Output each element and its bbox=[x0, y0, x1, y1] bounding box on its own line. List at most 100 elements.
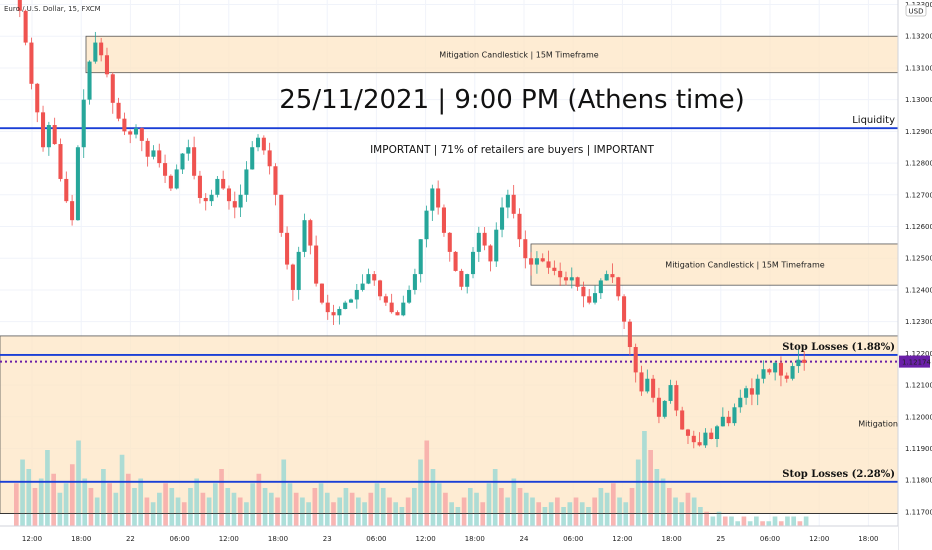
candle-body bbox=[773, 362, 778, 373]
candle-body bbox=[58, 144, 63, 179]
candle-body bbox=[279, 194, 284, 233]
candle-body bbox=[93, 42, 98, 62]
mitigation-zone[interactable] bbox=[530, 243, 899, 286]
volume-bar bbox=[194, 478, 200, 526]
volume-bar bbox=[573, 497, 579, 526]
time-tick-label: 06:00 bbox=[366, 535, 386, 543]
candle-body bbox=[46, 125, 51, 148]
candle-body bbox=[738, 397, 743, 408]
candle-body bbox=[709, 432, 714, 439]
volume-bar bbox=[486, 483, 492, 526]
candle-body bbox=[122, 118, 127, 132]
candle-body bbox=[389, 302, 394, 313]
candle-body bbox=[627, 321, 632, 348]
candle-body bbox=[685, 429, 691, 436]
volume-bar bbox=[268, 492, 274, 526]
volume-bar bbox=[57, 492, 63, 526]
volume-bar bbox=[722, 516, 728, 526]
candle-body bbox=[290, 264, 295, 290]
candle-body bbox=[407, 289, 412, 303]
volume-bar bbox=[101, 469, 106, 526]
candle-body bbox=[319, 283, 324, 303]
candle-body bbox=[488, 245, 493, 262]
candle-body bbox=[616, 277, 621, 297]
currency-badge-label: USD bbox=[909, 8, 924, 16]
mitigation-zone[interactable] bbox=[0, 335, 899, 514]
currency-badge[interactable] bbox=[905, 4, 927, 17]
candle-body bbox=[192, 147, 197, 176]
volume-bars bbox=[14, 431, 809, 526]
volume-bar bbox=[399, 507, 405, 526]
volume-bar bbox=[455, 507, 461, 526]
volume-bar bbox=[623, 502, 629, 526]
candle-body bbox=[529, 258, 534, 265]
candle-body bbox=[308, 220, 313, 246]
price-tick-label: 1.12100 bbox=[905, 382, 932, 390]
candle-body bbox=[325, 302, 330, 313]
volume-bar bbox=[262, 488, 268, 526]
volume-bar bbox=[107, 483, 112, 526]
volume-bar bbox=[611, 483, 616, 526]
volume-bar bbox=[144, 497, 150, 526]
volume-bar bbox=[51, 473, 56, 526]
current-price-tag bbox=[899, 355, 930, 368]
candle-body bbox=[116, 102, 121, 119]
candle-body bbox=[436, 188, 441, 208]
candle-body bbox=[395, 312, 400, 316]
candle-body bbox=[81, 99, 86, 148]
volume-bar bbox=[735, 521, 741, 526]
candle-body bbox=[197, 175, 202, 198]
candle-body bbox=[639, 372, 644, 392]
candle-body bbox=[366, 274, 371, 284]
volume-bar bbox=[648, 450, 653, 526]
price-tick-label: 1.12600 bbox=[905, 223, 932, 231]
volume-bar bbox=[312, 488, 318, 526]
candle-body bbox=[244, 169, 249, 195]
candle-body bbox=[203, 197, 208, 202]
volume-bar bbox=[206, 497, 212, 526]
candle-body bbox=[796, 359, 801, 367]
horizontal-lines: Liquidity Stop Losses (1.88%) Stop Losses … bbox=[0, 115, 898, 514]
volume-bar bbox=[281, 459, 287, 526]
current-price-label: 1.12174 bbox=[902, 359, 931, 367]
volume-bar bbox=[324, 492, 330, 526]
volume-bar bbox=[760, 521, 765, 526]
volume-bar bbox=[306, 502, 311, 526]
time-tick-label: 18:00 bbox=[268, 535, 288, 543]
candle-body bbox=[145, 140, 150, 157]
volume-bar bbox=[480, 502, 486, 526]
volume-bar bbox=[505, 497, 510, 526]
candle-body bbox=[447, 232, 452, 252]
volume-bar bbox=[567, 502, 573, 526]
volume-bar bbox=[368, 492, 374, 526]
candle-body bbox=[273, 166, 278, 195]
candle-body bbox=[35, 83, 40, 113]
time-tick-label: 12:00 bbox=[22, 535, 42, 543]
candle-body bbox=[534, 258, 539, 265]
candle-body bbox=[697, 442, 702, 446]
volume-bar bbox=[157, 492, 162, 526]
candle-body bbox=[337, 308, 342, 316]
candle-body bbox=[505, 194, 510, 208]
time-tick-label: 12:00 bbox=[416, 535, 436, 543]
candle-body bbox=[104, 55, 109, 75]
volume-bar bbox=[474, 492, 479, 526]
volume-bar bbox=[430, 469, 436, 526]
time-tick-label: 23 bbox=[323, 535, 332, 543]
volume-bar bbox=[76, 440, 81, 526]
mitigation-zone[interactable] bbox=[85, 35, 899, 74]
time-tick-label: 25 bbox=[716, 535, 725, 543]
volume-bar bbox=[629, 488, 635, 526]
volume-bar bbox=[380, 488, 386, 526]
candle-body bbox=[99, 42, 104, 56]
volume-bar bbox=[20, 459, 25, 526]
time-tick-label: 18:00 bbox=[465, 535, 485, 543]
price-tick-label: 1.12300 bbox=[905, 318, 932, 326]
volume-bar bbox=[225, 488, 231, 526]
volume-bar bbox=[530, 497, 535, 526]
candle-body bbox=[354, 289, 359, 300]
candle-body bbox=[720, 416, 725, 427]
volume-bar bbox=[511, 478, 517, 526]
